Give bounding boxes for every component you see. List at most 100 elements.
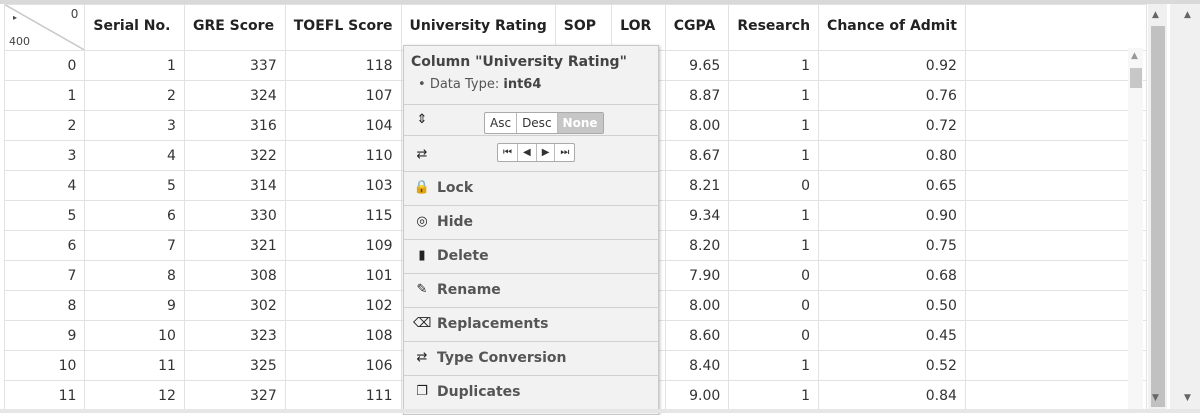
cell-row-index[interactable]: 10	[4, 350, 86, 381]
cell-toefl-score[interactable]: 110	[284, 140, 402, 171]
cell-gre-score[interactable]: 322	[183, 140, 286, 171]
cell-cgpa[interactable]: 8.60	[664, 320, 730, 351]
header-toefl-score[interactable]: TOEFL Score	[284, 4, 402, 51]
cell-row-index[interactable]: 6	[4, 230, 86, 261]
scroll-up-icon[interactable]: ▲	[1184, 10, 1191, 20]
cell-chance-of-admit[interactable]: 0.52	[818, 350, 966, 381]
cell-cgpa[interactable]: 9.00	[664, 380, 730, 409]
header-research[interactable]: Research	[728, 4, 820, 51]
expand-arrow-icon[interactable]: ▸	[13, 13, 18, 22]
cell-gre-score[interactable]: 302	[183, 290, 286, 321]
cell-serial-no[interactable]: 12	[84, 380, 185, 409]
cell-research[interactable]: 0	[728, 320, 820, 351]
menu-item-lock[interactable]: 🔒 Lock	[404, 171, 658, 206]
page-scroll-thumb[interactable]	[1151, 26, 1165, 407]
cell-research[interactable]: 0	[728, 290, 820, 321]
cell-chance-of-admit[interactable]: 0.50	[818, 290, 966, 321]
cell-chance-of-admit[interactable]: 0.92	[818, 50, 966, 81]
cell-chance-of-admit[interactable]: 0.65	[818, 170, 966, 201]
grid-scroll-thumb[interactable]	[1130, 68, 1142, 88]
cell-cgpa[interactable]: 8.00	[664, 290, 730, 321]
scroll-down-icon[interactable]: ▼	[1152, 393, 1159, 403]
cell-row-index[interactable]: 0	[4, 50, 86, 81]
cell-gre-score[interactable]: 324	[183, 80, 286, 111]
cell-chance-of-admit[interactable]: 0.76	[818, 80, 966, 111]
cell-toefl-score[interactable]: 107	[284, 80, 402, 111]
header-lor[interactable]: LOR	[611, 4, 666, 51]
cell-research[interactable]: 1	[728, 380, 820, 409]
cell-cgpa[interactable]: 9.34	[664, 200, 730, 231]
header-university-rating[interactable]: University Rating	[400, 4, 556, 51]
header-sop[interactable]: SOP	[554, 4, 613, 51]
cell-research[interactable]: 1	[728, 80, 820, 111]
cell-row-index[interactable]: 4	[4, 170, 86, 201]
cell-serial-no[interactable]: 5	[84, 170, 185, 201]
menu-item-hide[interactable]: ◎ Hide	[404, 205, 658, 240]
cell-cgpa[interactable]: 8.67	[664, 140, 730, 171]
header-serial-no[interactable]: Serial No.	[84, 4, 185, 51]
cell-row-index[interactable]: 7	[4, 260, 86, 291]
cell-chance-of-admit[interactable]: 0.68	[818, 260, 966, 291]
cell-row-index[interactable]: 8	[4, 290, 86, 321]
cell-research[interactable]: 1	[728, 140, 820, 171]
page-scrollbar[interactable]: ▲ ▼	[1148, 4, 1167, 409]
cell-toefl-score[interactable]: 101	[284, 260, 402, 291]
move-right-button[interactable]: ▶	[537, 144, 556, 161]
cell-chance-of-admit[interactable]: 0.90	[818, 200, 966, 231]
menu-item-replacements[interactable]: ⌫ Replacements	[404, 307, 658, 342]
cell-row-index[interactable]: 1	[4, 80, 86, 111]
sort-desc-button[interactable]: Desc	[517, 113, 558, 133]
header-cgpa[interactable]: CGPA	[664, 4, 730, 51]
cell-research[interactable]: 1	[728, 200, 820, 231]
cell-gre-score[interactable]: 337	[183, 50, 286, 81]
cell-toefl-score[interactable]: 106	[284, 350, 402, 381]
cell-research[interactable]: 1	[728, 230, 820, 261]
cell-row-index[interactable]: 3	[4, 140, 86, 171]
header-gre-score[interactable]: GRE Score	[183, 4, 286, 51]
cell-research[interactable]: 1	[728, 50, 820, 81]
cell-chance-of-admit[interactable]: 0.72	[818, 110, 966, 141]
scroll-up-icon[interactable]: ▲	[1131, 51, 1138, 61]
cell-toefl-score[interactable]: 103	[284, 170, 402, 201]
cell-toefl-score[interactable]: 115	[284, 200, 402, 231]
cell-research[interactable]: 1	[728, 350, 820, 381]
cell-gre-score[interactable]: 308	[183, 260, 286, 291]
cell-serial-no[interactable]: 11	[84, 350, 185, 381]
cell-cgpa[interactable]: 8.21	[664, 170, 730, 201]
cell-cgpa[interactable]: 8.20	[664, 230, 730, 261]
cell-serial-no[interactable]: 9	[84, 290, 185, 321]
cell-gre-score[interactable]: 327	[183, 380, 286, 409]
cell-row-index[interactable]: 5	[4, 200, 86, 231]
cell-row-index[interactable]: 9	[4, 320, 86, 351]
cell-serial-no[interactable]: 2	[84, 80, 185, 111]
grid-scrollbar[interactable]: ▲	[1128, 48, 1143, 409]
cell-serial-no[interactable]: 3	[84, 110, 185, 141]
cell-gre-score[interactable]: 323	[183, 320, 286, 351]
cell-cgpa[interactable]: 9.65	[664, 50, 730, 81]
cell-serial-no[interactable]: 10	[84, 320, 185, 351]
cell-gre-score[interactable]: 330	[183, 200, 286, 231]
cell-toefl-score[interactable]: 104	[284, 110, 402, 141]
cell-chance-of-admit[interactable]: 0.80	[818, 140, 966, 171]
cell-gre-score[interactable]: 321	[183, 230, 286, 261]
cell-toefl-score[interactable]: 108	[284, 320, 402, 351]
cell-serial-no[interactable]: 1	[84, 50, 185, 81]
cell-gre-score[interactable]: 325	[183, 350, 286, 381]
cell-serial-no[interactable]: 8	[84, 260, 185, 291]
menu-item-type-conversion[interactable]: ⇄ Type Conversion	[404, 341, 658, 376]
scroll-up-icon[interactable]: ▲	[1152, 10, 1159, 20]
cell-chance-of-admit[interactable]: 0.75	[818, 230, 966, 261]
move-last-button[interactable]: ⏭	[560, 147, 570, 158]
sort-none-button[interactable]: None	[557, 113, 603, 133]
cell-serial-no[interactable]: 6	[84, 200, 185, 231]
cell-cgpa[interactable]: 8.87	[664, 80, 730, 111]
cell-gre-score[interactable]: 314	[183, 170, 286, 201]
menu-item-rename[interactable]: ✎ Rename	[404, 273, 658, 308]
menu-item-delete[interactable]: ▮ Delete	[404, 239, 658, 274]
cell-serial-no[interactable]: 4	[84, 140, 185, 171]
cell-toefl-score[interactable]: 118	[284, 50, 402, 81]
cell-chance-of-admit[interactable]: 0.84	[818, 380, 966, 409]
cell-row-index[interactable]: 11	[4, 380, 86, 409]
corner-cell[interactable]: ▸ 0 400	[4, 4, 86, 51]
header-chance-of-admit[interactable]: Chance of Admit	[818, 4, 966, 51]
